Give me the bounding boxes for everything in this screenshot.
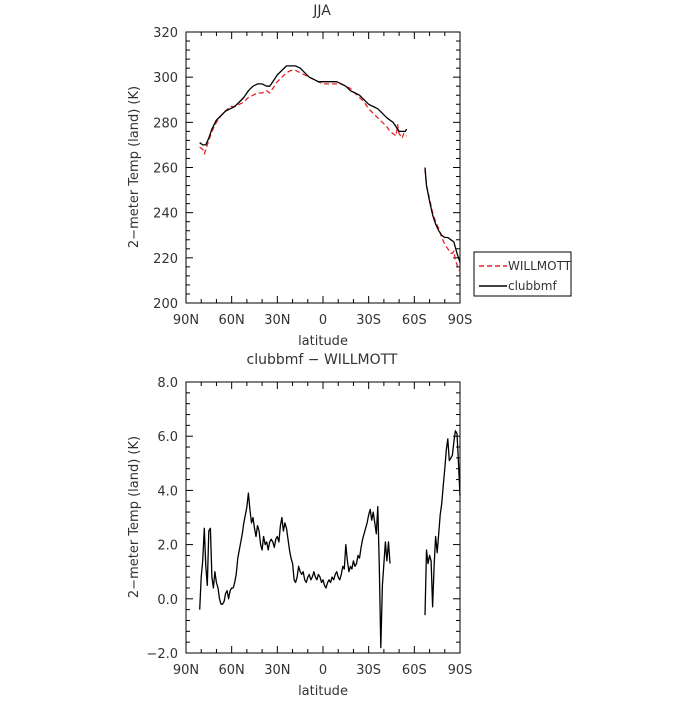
x-tick-label: 90S — [448, 663, 473, 678]
y-tick-label: 200 — [153, 297, 178, 312]
x-tick-label: 60N — [219, 313, 245, 328]
tick-marks — [185, 31, 461, 304]
y-tick-label: 320 — [153, 26, 178, 41]
y-tick-labels: 200 220 240 260 280 300 320 — [153, 26, 178, 312]
x-tick-label: 0 — [319, 663, 327, 678]
y-tick-label: 4.0 — [157, 484, 178, 499]
y-tick-label: 240 — [153, 207, 178, 222]
y-tick-label: 220 — [153, 252, 178, 267]
x-tick-label: 90N — [173, 313, 199, 328]
series-line-willmott — [424, 169, 461, 272]
difference-panel: clubbmf − WILLMOTT −2.0 0.0 2.0 4.0 6.0 8.0 9… — [127, 352, 472, 699]
plot-frame — [185, 31, 461, 304]
series-line-difference — [199, 492, 391, 649]
legend-label-clubbmf: clubbmf — [508, 279, 557, 293]
y-tick-label: 2.0 — [157, 539, 178, 554]
plot-frame — [185, 381, 461, 654]
x-tick-label: 30S — [356, 313, 381, 328]
temperature-panel: JJA 200 220 240 260 280 300 320 90N 60N 30N 0 30S 6… — [127, 3, 472, 349]
series-line-clubbmf — [199, 65, 408, 146]
x-tick-label: 30S — [356, 663, 381, 678]
legend: WILLMOTT clubbmf — [473, 251, 572, 297]
x-tick-label: 0 — [319, 313, 327, 328]
x-tick-labels: 90N 60N 30N 0 30S 60S 90S — [173, 313, 473, 328]
x-tick-label: 60N — [219, 663, 245, 678]
y-tick-label: 300 — [153, 71, 178, 86]
chart-title: JJA — [312, 3, 331, 19]
x-axis-label: latitude — [298, 334, 348, 349]
x-tick-label: 30N — [264, 313, 290, 328]
y-tick-label: −2.0 — [146, 647, 178, 662]
legend-box — [473, 251, 572, 297]
x-axis-label: latitude — [298, 684, 348, 699]
series-line-clubbmf — [424, 167, 461, 263]
y-tick-labels: −2.0 0.0 2.0 4.0 6.0 8.0 — [146, 376, 178, 662]
x-tick-label: 30N — [264, 663, 290, 678]
x-tick-label: 60S — [402, 663, 427, 678]
y-axis-label: 2−meter Temp (land) (K) — [127, 436, 142, 598]
chart-title: clubbmf − WILLMOTT — [247, 352, 398, 368]
y-tick-label: 6.0 — [157, 430, 178, 445]
x-tick-labels: 90N 60N 30N 0 30S 60S 90S — [173, 663, 473, 678]
series-lines — [199, 430, 461, 649]
y-axis-label: 2−meter Temp (land) (K) — [127, 86, 142, 248]
x-tick-label: 90S — [448, 313, 473, 328]
y-tick-label: 280 — [153, 116, 178, 131]
legend-label-willmott: WILLMOTT — [508, 259, 572, 273]
tick-marks — [185, 381, 461, 654]
y-tick-label: 260 — [153, 162, 178, 177]
series-line-difference — [424, 430, 461, 616]
x-tick-label: 60S — [402, 313, 427, 328]
series-lines — [199, 65, 461, 272]
x-tick-label: 90N — [173, 663, 199, 678]
y-tick-label: 0.0 — [157, 593, 178, 608]
series-line-willmott — [199, 69, 407, 155]
y-tick-label: 8.0 — [157, 376, 178, 391]
